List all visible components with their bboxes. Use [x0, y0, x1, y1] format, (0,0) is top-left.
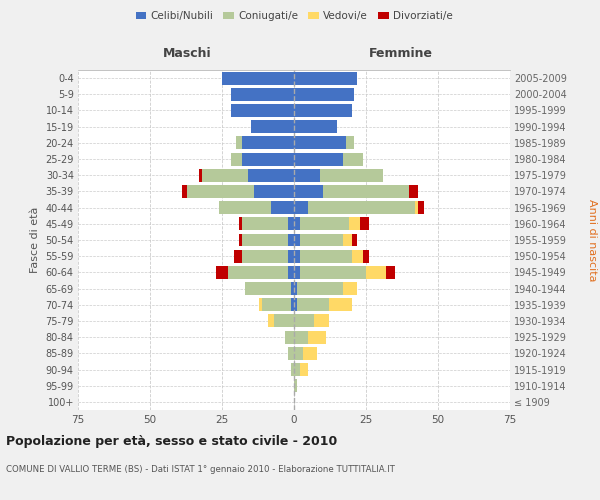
Bar	[297, 282, 343, 295]
Bar	[294, 169, 320, 181]
Bar	[343, 152, 363, 166]
Bar	[268, 314, 274, 328]
Bar	[230, 152, 242, 166]
Bar	[308, 201, 415, 214]
Bar	[386, 266, 395, 279]
Bar	[294, 88, 355, 101]
Bar	[352, 234, 358, 246]
Bar	[409, 185, 418, 198]
Bar	[259, 298, 262, 311]
Bar	[343, 234, 352, 246]
Bar	[314, 314, 329, 328]
Bar	[271, 201, 294, 214]
Bar	[300, 250, 352, 262]
Text: COMUNE DI VALLIO TERME (BS) - Dati ISTAT 1° gennaio 2010 - Elaborazione TUTTITAL: COMUNE DI VALLIO TERME (BS) - Dati ISTAT…	[6, 465, 395, 474]
Bar	[288, 218, 294, 230]
Bar	[308, 330, 326, 344]
Bar	[236, 136, 242, 149]
Bar	[294, 120, 337, 133]
Bar	[294, 218, 300, 230]
Bar	[182, 185, 187, 198]
Bar	[228, 266, 288, 279]
Bar	[294, 104, 352, 117]
Bar	[242, 234, 288, 246]
Bar	[251, 120, 294, 133]
Bar	[294, 314, 314, 328]
Bar	[343, 282, 358, 295]
Bar	[242, 136, 294, 149]
Bar	[233, 250, 242, 262]
Text: Popolazione per età, sesso e stato civile - 2010: Popolazione per età, sesso e stato civil…	[6, 435, 337, 448]
Bar	[202, 169, 248, 181]
Bar	[288, 250, 294, 262]
Bar	[294, 201, 308, 214]
Bar	[291, 282, 294, 295]
Bar	[294, 152, 343, 166]
Y-axis label: Fasce di età: Fasce di età	[30, 207, 40, 273]
Bar	[248, 169, 294, 181]
Bar	[230, 104, 294, 117]
Bar	[320, 169, 383, 181]
Bar	[294, 250, 300, 262]
Bar	[222, 72, 294, 85]
Bar	[254, 185, 294, 198]
Bar	[294, 363, 300, 376]
Bar	[291, 298, 294, 311]
Bar	[300, 266, 366, 279]
Bar	[294, 298, 297, 311]
Bar	[323, 185, 409, 198]
Bar	[242, 250, 288, 262]
Bar	[288, 347, 294, 360]
Bar	[294, 136, 346, 149]
Bar	[346, 136, 355, 149]
Bar	[300, 234, 343, 246]
Bar	[366, 266, 386, 279]
Bar	[418, 201, 424, 214]
Bar	[360, 218, 369, 230]
Bar	[245, 282, 291, 295]
Bar	[286, 330, 294, 344]
Bar	[288, 266, 294, 279]
Bar	[288, 234, 294, 246]
Bar	[242, 152, 294, 166]
Bar	[187, 185, 254, 198]
Bar	[302, 347, 317, 360]
Text: Anni di nascita: Anni di nascita	[587, 198, 597, 281]
Bar	[242, 218, 288, 230]
Bar	[239, 234, 242, 246]
Bar	[216, 266, 228, 279]
Bar	[294, 185, 323, 198]
Bar	[294, 266, 300, 279]
Bar	[300, 363, 308, 376]
Bar	[294, 347, 302, 360]
Bar	[349, 218, 360, 230]
Bar	[352, 250, 363, 262]
Bar	[294, 234, 300, 246]
Bar	[415, 201, 418, 214]
Bar	[291, 363, 294, 376]
Bar	[274, 314, 294, 328]
Text: Femmine: Femmine	[368, 48, 433, 60]
Bar	[199, 169, 202, 181]
Bar	[262, 298, 291, 311]
Text: Maschi: Maschi	[163, 48, 212, 60]
Bar	[294, 379, 297, 392]
Bar	[329, 298, 352, 311]
Bar	[300, 218, 349, 230]
Bar	[294, 282, 297, 295]
Bar	[219, 201, 271, 214]
Bar	[230, 88, 294, 101]
Bar	[294, 330, 308, 344]
Legend: Celibi/Nubili, Coniugati/e, Vedovi/e, Divorziati/e: Celibi/Nubili, Coniugati/e, Vedovi/e, Di…	[131, 7, 457, 26]
Bar	[363, 250, 369, 262]
Bar	[294, 72, 358, 85]
Bar	[239, 218, 242, 230]
Bar	[297, 298, 329, 311]
